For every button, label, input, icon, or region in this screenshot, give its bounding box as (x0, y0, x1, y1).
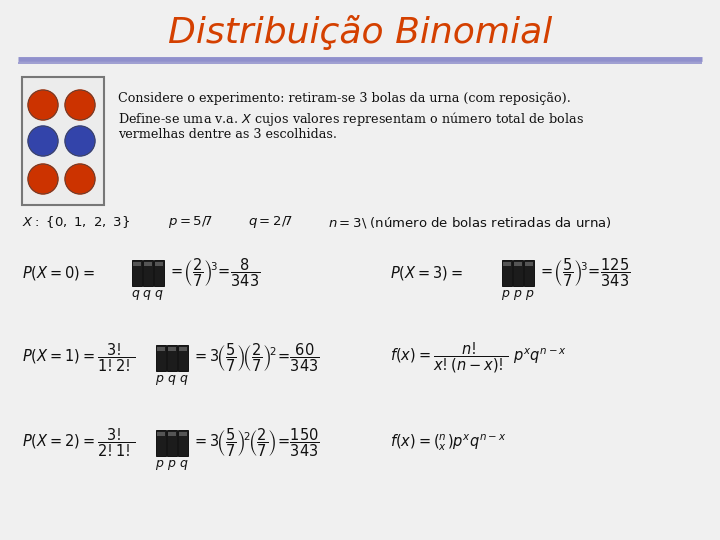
Bar (514, 262, 522, 266)
Text: Define-se uma v.a. $X$ cujos valores representam o número total de bolas: Define-se uma v.a. $X$ cujos valores rep… (118, 110, 584, 128)
Text: $f(x)=\binom{n}{x}p^{x}q^{n-x}$: $f(x)=\binom{n}{x}p^{x}q^{n-x}$ (390, 433, 507, 454)
Bar (144, 262, 152, 266)
Bar (155, 262, 163, 266)
Text: $q = 2/7$: $q = 2/7$ (248, 214, 293, 230)
Circle shape (28, 90, 58, 120)
Bar (132, 260, 142, 286)
Text: $=3\!\left(\dfrac{5}{7}\right)\!\left(\dfrac{2}{7}\right)^{\!2}\!=\!\dfrac{60}{3: $=3\!\left(\dfrac{5}{7}\right)\!\left(\d… (192, 342, 320, 374)
Bar (22, 77, 104, 205)
Bar (168, 347, 176, 351)
Text: $=\!\left(\dfrac{5}{7}\right)^{\!3}\!=\!\dfrac{125}{343}$: $=\!\left(\dfrac{5}{7}\right)^{\!3}\!=\!… (538, 256, 631, 289)
Bar (154, 260, 164, 286)
Text: $p\ p\ q$: $p\ p\ q$ (156, 458, 189, 472)
Bar (157, 432, 165, 436)
Bar (502, 260, 512, 286)
Bar (513, 260, 523, 286)
Bar (524, 260, 534, 286)
Text: $p\ p\ p$: $p\ p\ p$ (501, 288, 535, 302)
Text: $=3\!\left(\dfrac{5}{7}\right)^{\!2}\!\left(\dfrac{2}{7}\right)\!=\!\dfrac{150}{: $=3\!\left(\dfrac{5}{7}\right)^{\!2}\!\l… (192, 427, 320, 460)
Bar (178, 345, 188, 371)
Circle shape (65, 90, 95, 120)
Bar (178, 430, 188, 456)
Bar (167, 345, 177, 371)
Bar (503, 262, 511, 266)
Circle shape (28, 126, 58, 156)
Text: $X\mathrm{:}\ \{0,\ 1,\ 2,\ 3\}$: $X\mathrm{:}\ \{0,\ 1,\ 2,\ 3\}$ (22, 214, 130, 230)
Circle shape (65, 126, 95, 156)
Bar (156, 430, 166, 456)
Bar (167, 430, 177, 456)
Bar (179, 432, 187, 436)
Bar (525, 262, 533, 266)
Text: $P(X=2)=\dfrac{3!}{2!1!}$: $P(X=2)=\dfrac{3!}{2!1!}$ (22, 427, 135, 460)
Text: $=\!\left(\dfrac{2}{7}\right)^{\!3}\!=\!\dfrac{8}{343}$: $=\!\left(\dfrac{2}{7}\right)^{\!3}\!=\!… (168, 256, 261, 289)
Text: Distribuição Binomial: Distribuição Binomial (168, 15, 552, 50)
Text: $f(x)=\dfrac{n!}{x!(n-x)!}\ p^{x}q^{n-x}$: $f(x)=\dfrac{n!}{x!(n-x)!}\ p^{x}q^{n-x}… (390, 341, 567, 375)
Bar (143, 260, 153, 286)
Bar (133, 262, 141, 266)
Text: $P(X=0)=$: $P(X=0)=$ (22, 264, 95, 282)
Bar (157, 347, 165, 351)
Bar (168, 432, 176, 436)
Text: $P(X=3)=$: $P(X=3)=$ (390, 264, 463, 282)
Text: $p = 5/7$: $p = 5/7$ (168, 214, 213, 230)
Text: vermelhas dentre as 3 escolhidas.: vermelhas dentre as 3 escolhidas. (118, 128, 337, 141)
Text: $q\ q\ q$: $q\ q\ q$ (131, 288, 165, 302)
Bar (156, 345, 166, 371)
Circle shape (28, 164, 58, 194)
Text: $P(X=1)=\dfrac{3!}{1!2!}$: $P(X=1)=\dfrac{3!}{1!2!}$ (22, 342, 135, 374)
Text: $p\ q\ q$: $p\ q\ q$ (156, 373, 189, 387)
Text: $n = 3$\ (número de bolas retiradas da urna): $n = 3$\ (número de bolas retiradas da u… (328, 214, 611, 230)
Circle shape (65, 164, 95, 194)
Text: Considere o experimento: retiram-se 3 bolas da urna (com reposição).: Considere o experimento: retiram-se 3 bo… (118, 92, 571, 105)
Bar (179, 347, 187, 351)
